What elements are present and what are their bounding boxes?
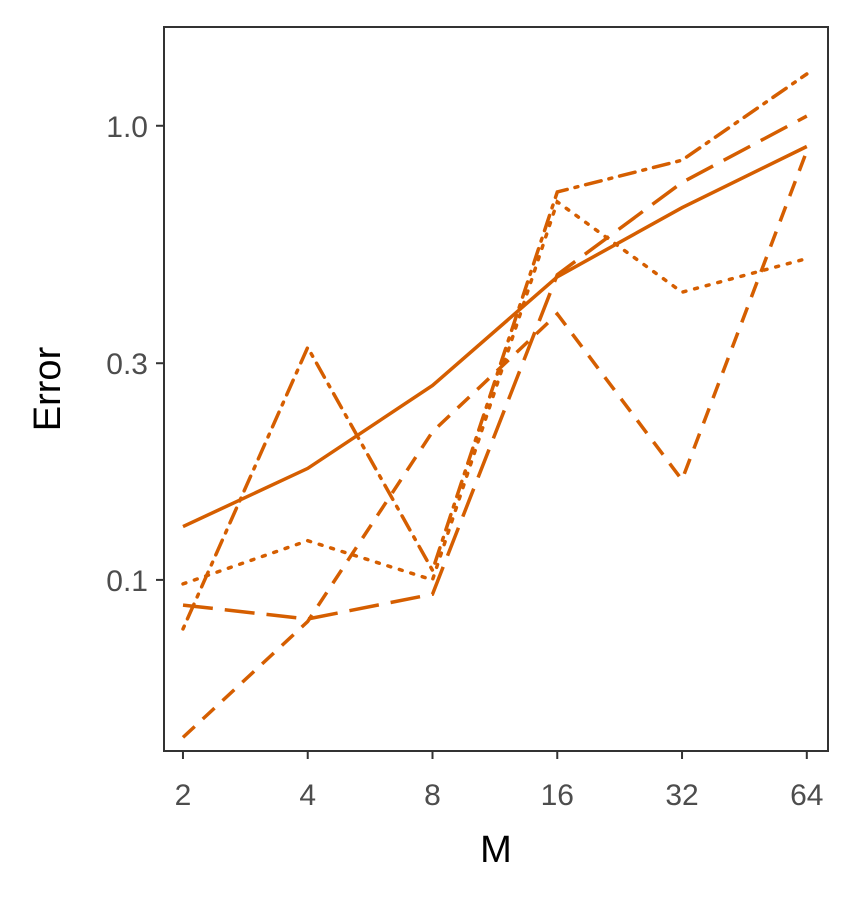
x-axis: 2 4 8 16 32 64 xyxy=(175,751,823,812)
series-line-solid xyxy=(182,144,808,529)
y-axis: 0.1 0.3 1.0 xyxy=(106,111,164,598)
plot-panel-border xyxy=(163,26,829,752)
y-tick-label: 1.0 xyxy=(106,111,148,144)
x-tick-label: 2 xyxy=(175,779,192,812)
y-tick-label: 0.3 xyxy=(106,348,148,381)
y-tick-label: 0.1 xyxy=(106,565,148,598)
x-axis-title: M xyxy=(480,829,512,871)
series-line-dashed xyxy=(181,150,809,739)
series-line-dotted xyxy=(181,198,809,586)
series-layer xyxy=(181,72,809,739)
series-line-dotdash xyxy=(181,72,809,631)
series-line-longdash xyxy=(182,114,808,621)
x-tick-label: 4 xyxy=(299,779,316,812)
x-tick-label: 8 xyxy=(424,779,441,812)
y-axis-title: Error xyxy=(27,346,69,431)
x-tick-label: 64 xyxy=(790,779,823,812)
x-tick-label: 16 xyxy=(541,779,574,812)
x-tick-label: 32 xyxy=(665,779,698,812)
